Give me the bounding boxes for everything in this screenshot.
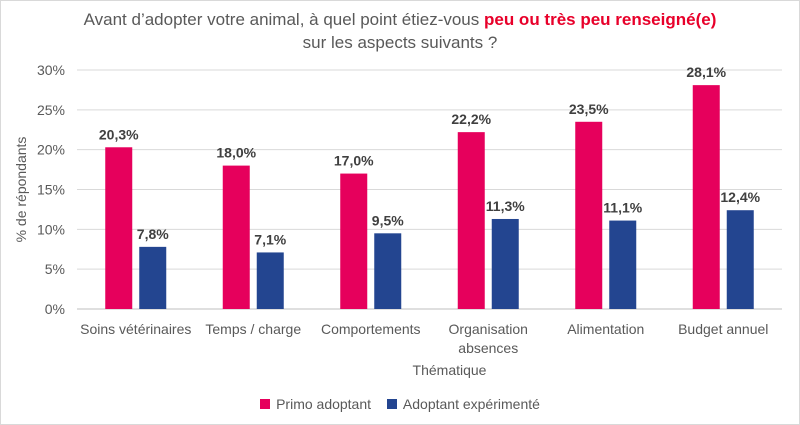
data-label: 28,1% bbox=[686, 64, 726, 80]
x-tick-label: Temps / charge bbox=[205, 321, 301, 337]
y-tick-label: 20% bbox=[37, 142, 65, 158]
y-tick-label: 30% bbox=[37, 62, 65, 78]
bar-primo bbox=[457, 132, 485, 309]
x-tick-label: Alimentation bbox=[567, 321, 644, 337]
legend: Primo adoptant Adoptant expérimenté bbox=[0, 396, 800, 412]
legend-swatch-primo bbox=[260, 399, 271, 409]
x-tick-label: Organisation bbox=[449, 321, 528, 337]
bar-experimente bbox=[139, 246, 167, 309]
data-label: 18,0% bbox=[216, 145, 256, 161]
y-tick-label: 10% bbox=[37, 221, 65, 237]
data-label: 7,1% bbox=[254, 231, 286, 247]
data-label: 17,0% bbox=[334, 153, 374, 169]
x-tick-label: Comportements bbox=[321, 321, 421, 337]
legend-item-primo: Primo adoptant bbox=[260, 396, 371, 412]
bar-primo bbox=[340, 173, 368, 309]
y-tick-label: 0% bbox=[45, 301, 65, 317]
bar-experimente bbox=[726, 210, 754, 309]
bar-experimente bbox=[491, 218, 519, 309]
legend-item-experimente: Adoptant expérimenté bbox=[386, 396, 540, 412]
data-label: 20,3% bbox=[99, 126, 139, 142]
bar-primo bbox=[575, 121, 603, 310]
bar-experimente bbox=[609, 220, 637, 309]
bar-experimente bbox=[374, 233, 402, 309]
chart-title: Avant d’adopter votre animal, à quel poi… bbox=[0, 8, 800, 54]
x-axis-title: Thématique bbox=[413, 362, 487, 378]
legend-swatch-experimente bbox=[386, 399, 397, 409]
data-label: 11,1% bbox=[603, 200, 642, 216]
y-tick-label: 25% bbox=[37, 102, 65, 118]
title-prefix: Avant d’adopter votre animal, à quel poi… bbox=[83, 10, 484, 29]
bar-primo bbox=[692, 85, 720, 310]
title-highlight: peu ou très peu renseigné(e) bbox=[483, 10, 717, 29]
data-label: 7,8% bbox=[137, 226, 169, 242]
data-label: 11,3% bbox=[486, 198, 525, 214]
y-tick-label: 15% bbox=[37, 182, 65, 198]
data-label: 23,5% bbox=[569, 101, 609, 117]
legend-label-experimente: Adoptant expérimenté bbox=[402, 396, 540, 412]
data-label: 12,4% bbox=[720, 189, 760, 205]
x-tick-label: Soins vétérinaires bbox=[80, 321, 191, 337]
bar-primo bbox=[105, 147, 133, 309]
x-tick-label: Budget annuel bbox=[678, 321, 768, 337]
bar-primo bbox=[222, 165, 250, 309]
legend-label-primo: Primo adoptant bbox=[276, 396, 372, 412]
data-label: 22,2% bbox=[451, 111, 491, 127]
bar-experimente bbox=[256, 252, 284, 309]
title-line-2: sur les aspects suivants ? bbox=[302, 33, 498, 52]
title-line-1: Avant d’adopter votre animal, à quel poi… bbox=[0, 8, 800, 31]
y-tick-label: 5% bbox=[45, 261, 65, 277]
data-label: 9,5% bbox=[372, 212, 404, 228]
y-axis-title: % de répondants bbox=[13, 137, 29, 243]
x-tick-label: absences bbox=[458, 340, 518, 356]
